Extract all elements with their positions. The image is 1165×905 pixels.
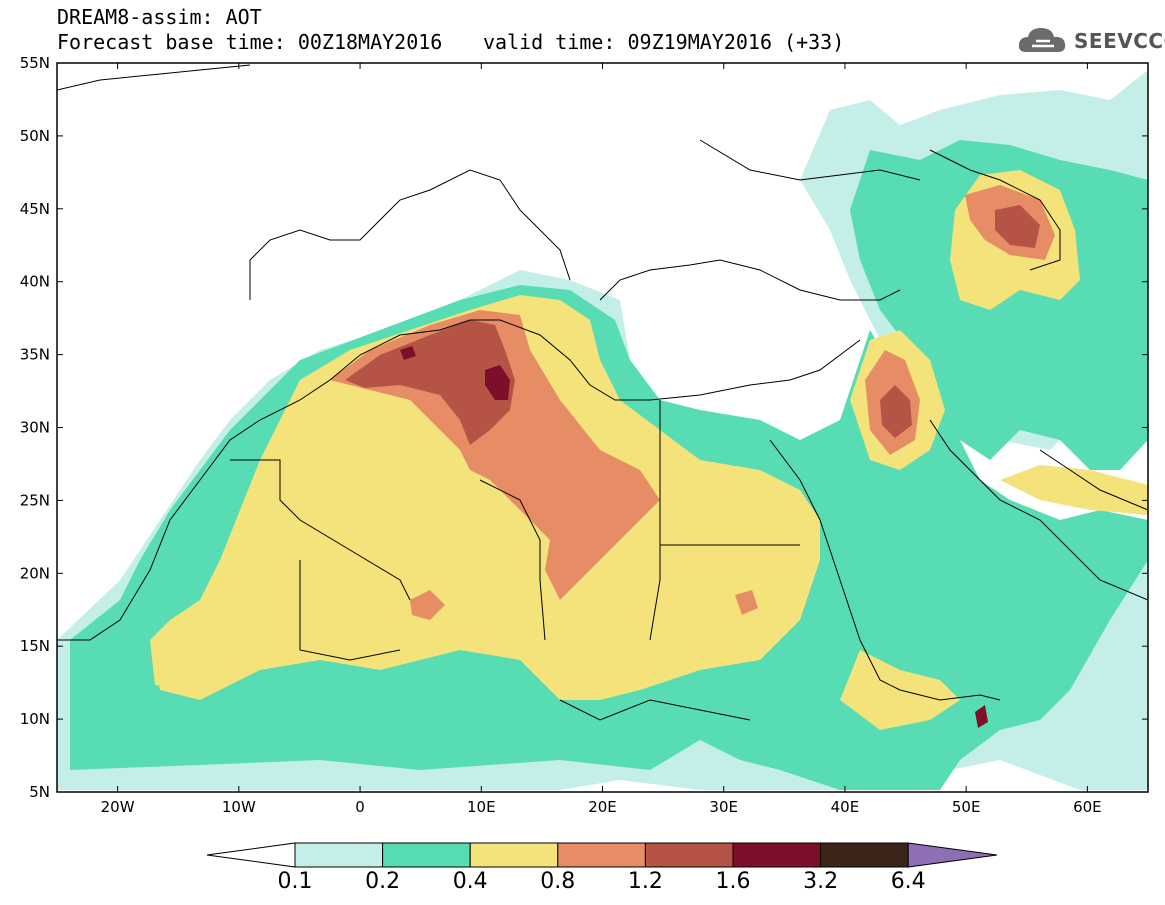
lon-label: 20W <box>101 798 135 816</box>
lat-label: 50N <box>20 127 50 145</box>
lon-label: 40E <box>831 798 860 816</box>
lat-label: 15N <box>20 637 50 655</box>
colorbar-label: 1.2 <box>627 869 663 894</box>
lat-label: 25N <box>20 491 50 509</box>
lat-label: 35N <box>20 346 50 364</box>
colorbar-segment <box>294 842 384 868</box>
colorbar-label: 0.2 <box>365 869 401 894</box>
colorbar-label: 0.1 <box>277 869 313 894</box>
colorbar-segment <box>644 842 734 868</box>
colorbar-segment <box>732 842 822 868</box>
lat-label: 40N <box>20 273 50 291</box>
colorbar-min-arrow <box>206 842 296 868</box>
lat-label: 5N <box>29 783 50 801</box>
lat-label: 30N <box>20 419 50 437</box>
cloud-icon <box>1018 28 1066 52</box>
colorbar-label: 0.8 <box>540 869 576 894</box>
lon-label: 50E <box>952 798 981 816</box>
aot-band-1.6 <box>485 365 510 400</box>
map-ticks <box>57 62 1148 793</box>
colorbar-max-arrow <box>907 842 998 868</box>
colorbar-label: 1.6 <box>715 869 751 894</box>
latitude-labels: 55N 50N 45N 40N 35N 30N 25N 20N 15N 10N 5N <box>20 54 50 801</box>
colorbar-segment <box>382 842 471 868</box>
aot-band-0.4 <box>150 295 820 700</box>
map-title: DREAM8-assim: AOT <box>57 5 262 29</box>
forecast-base-time: Forecast base time: 00Z18MAY2016 <box>57 30 443 54</box>
lon-label: 10W <box>222 798 256 816</box>
lon-label: 30E <box>709 798 738 816</box>
colorbar-segment <box>557 842 646 868</box>
longitude-labels: 20W 10W 0 10E 20E 30E 40E 50E 60E <box>101 798 1102 816</box>
logo-text: SEEVCCC <box>1074 29 1165 53</box>
lon-label: 20E <box>588 798 617 816</box>
valid-time: valid time: 09Z19MAY2016 (+33) <box>483 30 845 54</box>
coastlines <box>57 64 1148 721</box>
lat-label: 10N <box>20 710 50 728</box>
lon-label: 60E <box>1073 798 1102 816</box>
aot-field <box>57 70 1148 790</box>
lat-label: 20N <box>20 564 50 582</box>
seevccc-logo: SEEVCCC <box>1016 22 1165 58</box>
colorbar-segment <box>820 842 909 868</box>
colorbar-label: 3.2 <box>803 869 839 894</box>
colorbar <box>206 842 998 868</box>
colorbar-label: 0.4 <box>452 869 488 894</box>
aot-band-1.2 <box>345 320 515 445</box>
lon-label: 0 <box>355 798 365 816</box>
colorbar-label: 6.4 <box>890 869 926 894</box>
lon-label: 10E <box>467 798 496 816</box>
lat-label: 45N <box>20 200 50 218</box>
colorbar-segment <box>469 842 559 868</box>
lat-label: 55N <box>20 54 50 72</box>
